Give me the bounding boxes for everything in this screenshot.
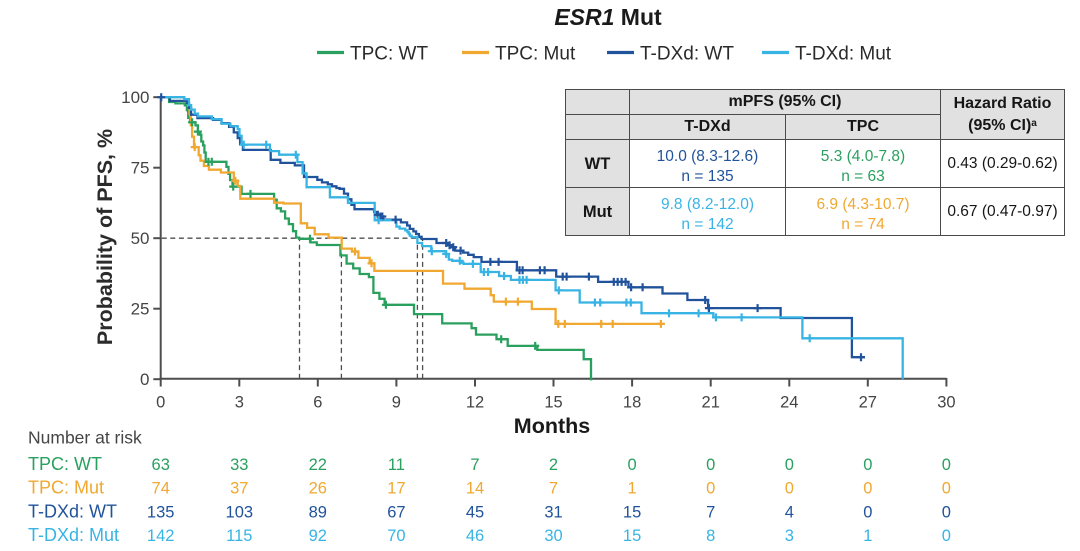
- svg-text:14: 14: [466, 480, 484, 498]
- svg-text:T-DXd: WT: T-DXd: WT: [640, 44, 734, 65]
- svg-text:3: 3: [235, 394, 244, 412]
- svg-text:11: 11: [388, 456, 405, 474]
- svg-text:135: 135: [147, 504, 175, 522]
- svg-text:15: 15: [623, 504, 641, 522]
- svg-text:0: 0: [942, 527, 951, 545]
- svg-text:0: 0: [706, 456, 715, 474]
- svg-text:7: 7: [470, 456, 479, 474]
- svg-text:45: 45: [466, 504, 484, 522]
- svg-text:T-DXd: Mut: T-DXd: Mut: [795, 44, 892, 65]
- svg-text:30: 30: [544, 527, 562, 545]
- svg-text:0: 0: [628, 456, 637, 474]
- svg-text:Probability of PFS, %: Probability of PFS, %: [93, 129, 117, 345]
- svg-text:67: 67: [387, 504, 405, 522]
- svg-text:T-DXd: Mut: T-DXd: Mut: [28, 525, 119, 545]
- svg-text:0: 0: [140, 370, 149, 389]
- svg-text:103: 103: [226, 504, 254, 522]
- svg-text:0: 0: [156, 394, 165, 412]
- svg-text:0: 0: [942, 504, 951, 522]
- svg-text:4: 4: [785, 504, 794, 522]
- svg-text:8: 8: [706, 527, 715, 545]
- svg-text:9: 9: [392, 394, 401, 412]
- svg-text:46: 46: [466, 527, 484, 545]
- svg-text:100: 100: [121, 88, 149, 107]
- svg-text:Months: Months: [514, 414, 590, 438]
- svg-text:T-DXd: WT: T-DXd: WT: [28, 502, 117, 522]
- svg-text:22: 22: [309, 456, 327, 474]
- svg-text:12: 12: [466, 394, 484, 412]
- svg-text:89: 89: [309, 504, 327, 522]
- svg-text:Number at risk: Number at risk: [28, 428, 142, 448]
- svg-text:18: 18: [623, 394, 641, 412]
- svg-text:0: 0: [785, 456, 794, 474]
- svg-text:30: 30: [937, 394, 955, 412]
- svg-text:ESR1 Mut: ESR1 Mut: [554, 4, 662, 30]
- svg-text:TPC: Mut: TPC: Mut: [495, 44, 576, 65]
- svg-text:0: 0: [863, 456, 872, 474]
- svg-text:0: 0: [863, 480, 872, 498]
- svg-text:37: 37: [230, 480, 248, 498]
- svg-text:0: 0: [706, 480, 715, 498]
- svg-text:31: 31: [544, 504, 562, 522]
- svg-text:33: 33: [230, 456, 248, 474]
- svg-text:1: 1: [863, 527, 872, 545]
- svg-text:0: 0: [785, 480, 794, 498]
- svg-text:24: 24: [780, 394, 798, 412]
- svg-text:63: 63: [152, 456, 170, 474]
- svg-text:0: 0: [942, 456, 951, 474]
- svg-text:26: 26: [309, 480, 327, 498]
- svg-text:17: 17: [387, 480, 405, 498]
- svg-text:25: 25: [131, 300, 150, 319]
- svg-text:115: 115: [226, 527, 252, 545]
- svg-text:75: 75: [131, 159, 150, 178]
- svg-text:92: 92: [309, 527, 327, 545]
- svg-text:15: 15: [544, 394, 562, 412]
- svg-text:6: 6: [313, 394, 322, 412]
- svg-text:TPC: Mut: TPC: Mut: [28, 478, 104, 498]
- svg-text:74: 74: [152, 480, 170, 498]
- svg-text:142: 142: [147, 527, 175, 545]
- svg-text:0: 0: [942, 480, 951, 498]
- svg-text:70: 70: [387, 527, 405, 545]
- svg-text:TPC: WT: TPC: WT: [28, 454, 102, 474]
- svg-text:TPC: WT: TPC: WT: [350, 44, 428, 65]
- svg-text:15: 15: [623, 527, 641, 545]
- svg-text:3: 3: [785, 527, 794, 545]
- svg-text:21: 21: [702, 394, 720, 412]
- svg-text:2: 2: [549, 456, 558, 474]
- svg-text:7: 7: [706, 504, 715, 522]
- svg-text:1: 1: [628, 480, 637, 498]
- svg-text:7: 7: [549, 480, 558, 498]
- svg-text:50: 50: [131, 229, 150, 248]
- svg-text:27: 27: [859, 394, 877, 412]
- svg-text:0: 0: [863, 504, 872, 522]
